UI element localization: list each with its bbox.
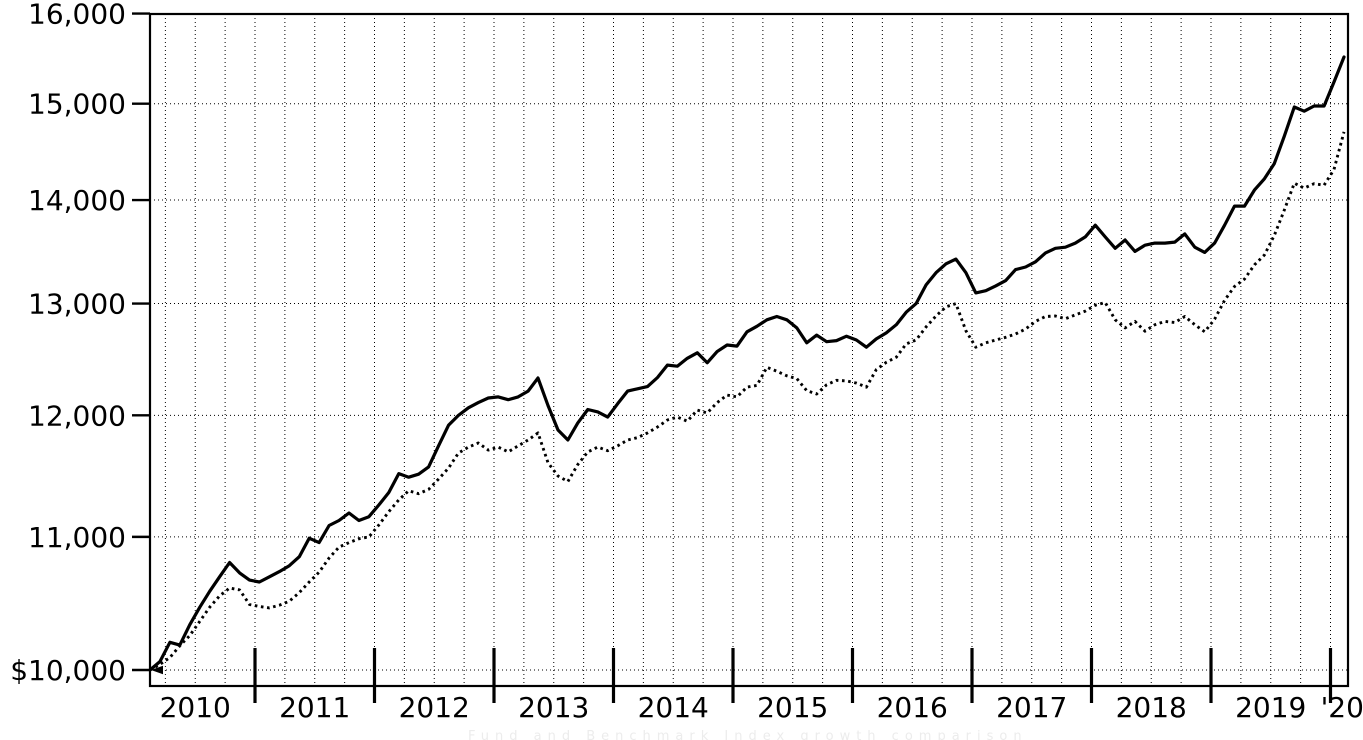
x-axis-label-2011: 2011: [279, 691, 350, 724]
x-axis-label-2012: 2012: [399, 691, 470, 724]
y-axis-label-13000: 13,000: [28, 288, 126, 321]
plot-frame: [148, 12, 1350, 688]
x-axis-label-2015: 2015: [757, 691, 828, 724]
x-axis-label-2017: 2017: [996, 691, 1067, 724]
y-axis-label-16000: 16,000: [28, 0, 126, 31]
y-axis-label-12000: 12,000: [28, 399, 126, 432]
x-axis-label-2013: 2013: [518, 691, 589, 724]
cut-off-caption: Fund and Benchmark Index growth comparis…: [468, 729, 1028, 740]
x-axis-label-2019: 2019: [1235, 691, 1306, 724]
start-value-arrow-icon: [151, 665, 163, 675]
x-axis-label-2010: 2010: [160, 691, 231, 724]
y-axis-label-14000: 14,000: [28, 184, 126, 217]
x-axis-label-2018: 2018: [1116, 691, 1187, 724]
x-axis-label-2014: 2014: [638, 691, 709, 724]
y-axis-label-10000: $10,000: [10, 654, 126, 687]
x-axis-label-20: '20: [1321, 691, 1363, 724]
fund-line: [148, 55, 1346, 672]
x-axis-label-2016: 2016: [877, 691, 948, 724]
y-axis-label-11000: 11,000: [28, 521, 126, 554]
y-axis-label-15000: 15,000: [28, 88, 126, 121]
benchmark-index-line: [149, 131, 1346, 672]
